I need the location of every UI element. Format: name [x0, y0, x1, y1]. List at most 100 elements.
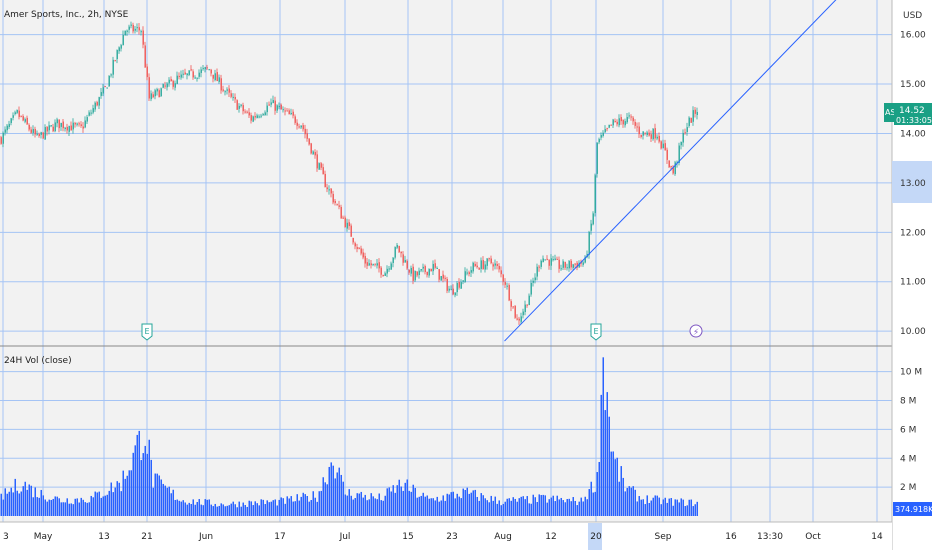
candle-body — [298, 126, 300, 128]
trend-line[interactable] — [504, 0, 841, 342]
volume-bar — [674, 499, 676, 516]
time-axis[interactable] — [0, 522, 892, 550]
volume-tick-label: 8 M — [900, 397, 916, 407]
volume-bar — [172, 489, 174, 516]
volume-bar — [286, 496, 288, 516]
candle-body — [626, 117, 628, 123]
volume-bar — [200, 504, 202, 516]
volume-bar — [90, 495, 92, 516]
candle-body — [112, 59, 114, 75]
volume-bar — [52, 498, 54, 516]
candle-body — [584, 256, 586, 263]
candle-body — [460, 282, 462, 289]
volume-bar — [18, 493, 20, 516]
candle-body — [60, 122, 62, 127]
candle-body — [186, 73, 188, 76]
volume-bar — [202, 505, 204, 516]
candle-body — [670, 166, 672, 168]
volume-bar — [220, 503, 222, 516]
candle-body — [162, 84, 164, 88]
candle-body — [184, 72, 186, 75]
candle-body — [336, 204, 338, 206]
volume-bar — [322, 477, 324, 516]
candle-body — [384, 273, 386, 276]
candle-body — [4, 129, 6, 133]
volume-bar — [280, 497, 282, 516]
volume-bar — [130, 470, 132, 516]
time-tick-label: 23 — [446, 532, 457, 542]
candle-body — [396, 244, 398, 248]
event-markers[interactable]: E E ⚡ — [141, 323, 703, 341]
candle-body — [22, 116, 24, 121]
volume-bar — [524, 499, 526, 516]
candle-body — [468, 272, 470, 275]
volume-bar — [118, 482, 120, 516]
volume-bar — [684, 506, 686, 516]
split-marker-icon[interactable]: ⚡ — [689, 324, 703, 338]
volume-bar — [386, 488, 388, 516]
volume-bar — [330, 462, 332, 516]
time-tick-label: Sep — [655, 532, 672, 542]
volume-bar — [500, 505, 502, 516]
candle-body — [440, 275, 442, 281]
price-axis[interactable] — [892, 0, 932, 550]
candle-body — [696, 111, 698, 116]
candle-body — [252, 116, 254, 122]
volume-bar — [376, 499, 378, 516]
candle-body — [422, 266, 424, 269]
candle-body — [634, 121, 636, 126]
volume-bar — [216, 506, 218, 516]
candle-body — [370, 263, 372, 266]
earnings-marker-icon[interactable]: E — [590, 323, 602, 341]
volume-bar — [536, 502, 538, 516]
volume-bar — [382, 500, 384, 516]
candle-body — [482, 260, 484, 270]
candle-body — [378, 262, 380, 269]
volume-bar — [400, 486, 402, 516]
volume-bar — [498, 500, 500, 516]
volume-bar — [504, 501, 506, 516]
candle-body — [334, 200, 336, 204]
volume-bar — [616, 457, 618, 516]
volume-bar — [390, 491, 392, 516]
volume-bar — [420, 495, 422, 516]
volume-bar — [596, 472, 598, 516]
candle-body — [566, 267, 568, 269]
candle-body — [206, 67, 208, 69]
volume-bar — [508, 498, 510, 516]
volume-bar — [298, 500, 300, 516]
candle-body — [192, 71, 194, 78]
candle-body — [462, 280, 464, 282]
candle-body — [106, 87, 108, 89]
candle-body — [478, 268, 480, 270]
volume-bar — [358, 493, 360, 516]
candle-body — [448, 288, 450, 291]
volume-bar — [22, 486, 24, 516]
earnings-marker-icon[interactable]: E — [141, 323, 153, 341]
volume-bar — [544, 495, 546, 516]
candle-body — [592, 213, 594, 225]
volume-bar — [146, 453, 148, 516]
volume-bar — [288, 498, 290, 516]
time-tick-label: 13:30 — [757, 532, 783, 542]
volume-bar — [0, 493, 2, 516]
candle-body — [426, 271, 428, 276]
volume-bar — [274, 499, 276, 516]
time-axis-ticks: 3 May 13 21 Jun 17 Jul 15 23 Aug 12 20 Sep 16 13:30 Oct… — [3, 532, 883, 542]
volume-bar — [408, 490, 410, 516]
candle-body — [24, 119, 26, 122]
candle-body — [458, 282, 460, 288]
candle-body — [92, 108, 94, 113]
volume-bar — [560, 497, 562, 516]
candle-body — [502, 274, 504, 282]
volume-bar — [2, 499, 4, 516]
volume-bar — [696, 501, 698, 516]
time-tick-label: 14 — [871, 532, 883, 542]
split-marker-glyph: ⚡ — [693, 328, 699, 338]
volume-bar — [528, 503, 530, 516]
candle-body — [194, 77, 196, 79]
price-tick-label: 16.00 — [900, 31, 926, 41]
volume-bar — [344, 494, 346, 516]
volume-bar — [394, 492, 396, 516]
